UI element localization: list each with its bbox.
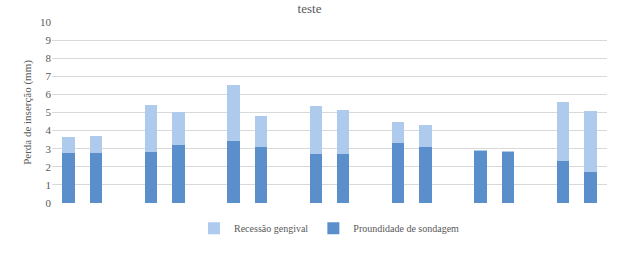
svg-text:Proundidade de sondagem: Proundidade de sondagem: [353, 223, 459, 234]
svg-text:8: 8: [46, 52, 52, 64]
svg-text:Perda de inserção (mm): Perda de inserção (mm): [21, 60, 34, 165]
svg-text:teste: teste: [298, 1, 322, 16]
svg-text:7: 7: [46, 70, 52, 82]
svg-text:6: 6: [46, 88, 52, 100]
svg-text:2: 2: [46, 161, 52, 173]
svg-text:4: 4: [46, 124, 52, 136]
svg-text:Recessão gengival: Recessão gengival: [234, 223, 308, 234]
svg-text:9: 9: [46, 34, 52, 46]
svg-text:10: 10: [40, 16, 52, 28]
svg-text:1: 1: [46, 179, 52, 191]
svg-text:5: 5: [46, 106, 52, 118]
svg-text:3: 3: [46, 143, 52, 155]
svg-text:0: 0: [46, 197, 52, 209]
